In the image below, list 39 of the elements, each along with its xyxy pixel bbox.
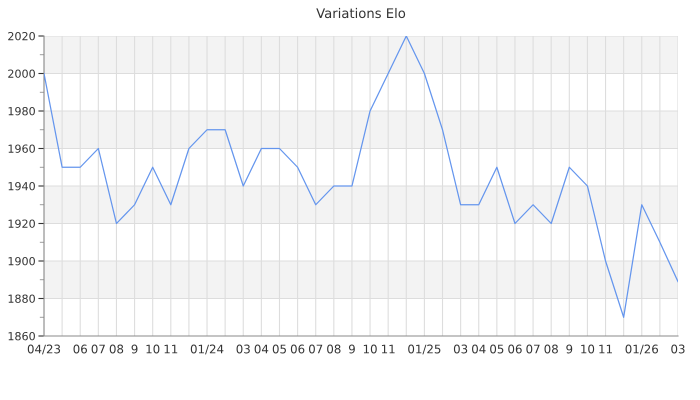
y-tick-label: 1900	[8, 256, 35, 266]
x-tick-label: 10	[581, 344, 594, 354]
y-tick-label: 2000	[8, 69, 35, 78]
y-tick-label: 1880	[8, 294, 35, 303]
y-tick-label: 1920	[8, 219, 35, 228]
x-tick-label: 06	[73, 344, 87, 354]
x-tick-label: 9	[566, 344, 572, 354]
y-tick-label: 1940	[8, 182, 35, 190]
chart-title: Variations Elo	[316, 8, 406, 18]
x-tick-label: 10	[364, 344, 377, 354]
x-tick-label: 01/25	[408, 344, 440, 354]
x-tick-label: 06	[508, 344, 522, 354]
x-tick-label: 01/24	[190, 344, 224, 354]
x-tick-label: 04	[472, 344, 486, 354]
x-tick-label: 07	[92, 344, 105, 354]
x-tick-label: 05	[490, 344, 504, 354]
x-tick-label: 08	[327, 344, 341, 354]
x-tick-label: 07	[526, 344, 540, 354]
x-tick-label: 10	[146, 344, 160, 354]
y-tick-label: 2020	[8, 32, 35, 40]
x-tick-label: 05	[272, 344, 286, 354]
x-tick-label: 01/26	[626, 344, 658, 354]
x-tick-label: 07	[308, 344, 322, 354]
y-tick-label: 1960	[8, 144, 35, 153]
x-tick-label: 04	[254, 344, 268, 354]
x-tick-label: 06	[290, 344, 304, 354]
x-tick-label: 11	[382, 344, 395, 354]
x-tick-label: 9	[132, 344, 138, 354]
x-tick-label: 08	[544, 344, 558, 354]
x-tick-label: 08	[110, 344, 124, 354]
x-tick-label: 9	[348, 344, 355, 354]
y-tick-label: 1860	[8, 332, 35, 340]
x-tick-label: 03	[236, 344, 250, 354]
x-tick-label: 04/23	[28, 344, 60, 354]
x-tick-label: 03	[671, 344, 685, 354]
x-tick-label: 11	[164, 344, 178, 354]
x-tick-label: 03	[454, 344, 468, 354]
x-tick-label: 11	[599, 344, 612, 354]
y-tick-label: 1980	[8, 106, 35, 116]
